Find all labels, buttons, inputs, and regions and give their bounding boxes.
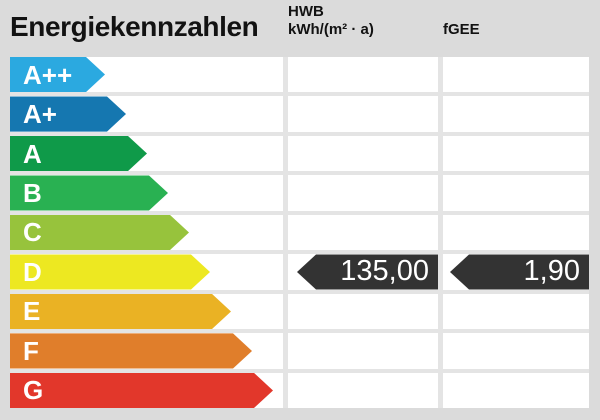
energy-scale-grid: A++ A+ A B C D 135,00 1,90 E F G (10, 57, 589, 408)
class-arrow-aplusplus: A++ (10, 57, 105, 92)
column-header-fgee: fGEE (443, 21, 480, 38)
hwb-cell-f (288, 333, 438, 369)
class-arrow-d: D (10, 254, 210, 289)
fgee-cell-g (443, 372, 589, 408)
fgee-cell-f (443, 333, 589, 369)
scale-row-a: A (10, 135, 283, 172)
scale-row-e: E (10, 293, 283, 330)
fgee-cell-b (443, 175, 589, 211)
fgee-value-badge: 1,90 (450, 254, 589, 290)
fgee-cell-a (443, 135, 589, 172)
hwb-cell-d: 135,00 (288, 254, 438, 290)
fgee-cell-aplus (443, 96, 589, 132)
page-title: Energiekennzahlen (10, 11, 259, 42)
fgee-cell-d: 1,90 (443, 254, 589, 290)
hwb-cell-aplus (288, 96, 438, 132)
class-label-d: D (23, 256, 42, 287)
class-arrow-b: B (10, 175, 168, 210)
hwb-label: HWB (288, 3, 324, 20)
fgee-cell-e (443, 293, 589, 330)
hwb-cell-g (288, 372, 438, 408)
class-label-aplus: A+ (23, 99, 57, 130)
scale-row-aplusplus: A++ (10, 57, 283, 93)
scale-row-c: C (10, 214, 283, 251)
hwb-cell-e (288, 293, 438, 330)
hwb-cell-aplusplus (288, 57, 438, 93)
fgee-cell-aplusplus (443, 57, 589, 93)
hwb-cell-c (288, 214, 438, 251)
hwb-cell-b (288, 175, 438, 211)
class-label-a: A (23, 138, 42, 169)
class-arrow-f: F (10, 333, 252, 368)
class-label-c: C (23, 217, 42, 248)
scale-row-b: B (10, 175, 283, 211)
class-label-e: E (23, 296, 41, 327)
column-header-hwb: HWB kWh/(m² · a) (288, 3, 374, 39)
fgee-cell-c (443, 214, 589, 251)
class-arrow-g: G (10, 373, 273, 408)
hwb-value-badge: 135,00 (297, 254, 438, 290)
hwb-cell-a (288, 135, 438, 172)
class-label-aplusplus: A++ (23, 59, 73, 90)
class-arrow-aplus: A+ (10, 96, 126, 131)
class-arrow-c: C (10, 215, 189, 250)
scale-row-g: G (10, 372, 283, 408)
class-label-f: F (23, 335, 39, 366)
class-label-b: B (23, 178, 42, 208)
class-arrow-e: E (10, 294, 231, 329)
scale-row-aplus: A+ (10, 96, 283, 132)
scale-row-f: F (10, 333, 283, 369)
scale-row-d: D (10, 254, 283, 290)
class-arrow-a: A (10, 136, 147, 171)
class-label-g: G (23, 375, 44, 406)
hwb-unit: kWh/(m² · a) (288, 21, 374, 38)
